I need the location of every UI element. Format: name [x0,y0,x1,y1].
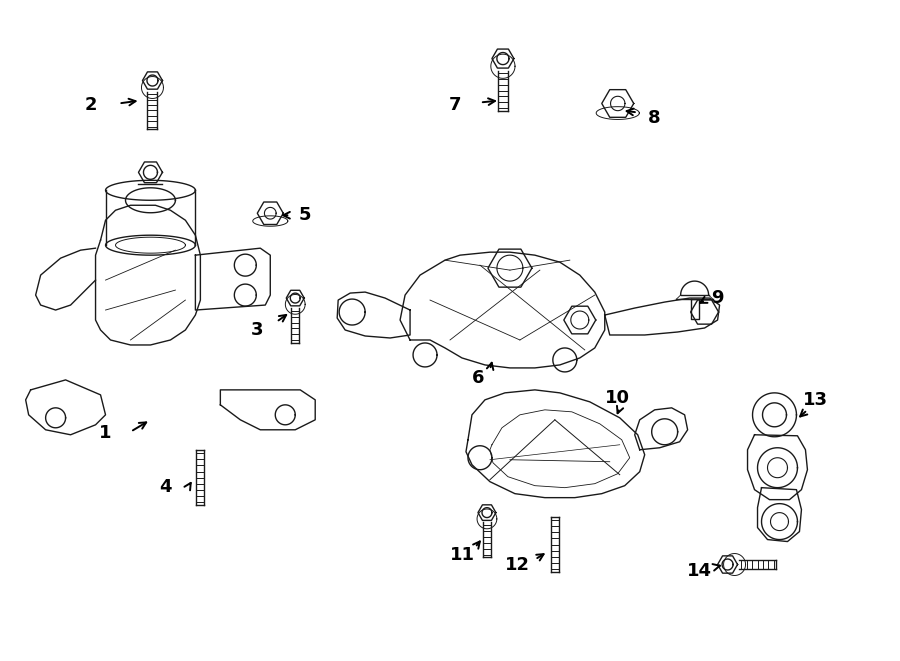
Text: 13: 13 [803,391,828,409]
Text: 8: 8 [648,110,661,128]
Text: 2: 2 [85,97,97,114]
Text: 7: 7 [449,97,461,114]
Text: 6: 6 [472,369,484,387]
Text: 3: 3 [251,321,264,339]
Text: 14: 14 [687,563,712,580]
Text: 9: 9 [711,289,724,307]
Text: 11: 11 [449,545,474,564]
Text: 5: 5 [299,206,311,224]
Text: 10: 10 [605,389,630,407]
Text: 1: 1 [99,424,112,442]
Text: 4: 4 [159,478,172,496]
Text: 12: 12 [506,555,530,574]
